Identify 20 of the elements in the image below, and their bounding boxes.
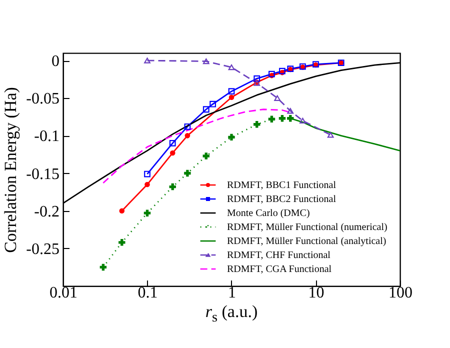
legend-label: RDMFT, Müller Functional (analytical) (227, 236, 386, 247)
y-axis-title: Correlation Energy (Ha) (1, 87, 20, 253)
legend-label: Monte Carlo (DMC) (227, 208, 310, 219)
legend-label: RDMFT, CGA Functional (227, 264, 332, 275)
x-tick-label: 1 (228, 284, 236, 302)
x-axis-title: r$_{s}$ (a.u.) (204, 302, 259, 326)
x-tick-label: 100 (388, 284, 412, 302)
y-tick-label: -0.1 (34, 128, 60, 146)
y-tick-label: 0 (52, 53, 60, 70)
y-tick-label: -0.2 (34, 203, 60, 220)
legend-label: RDMFT, BBC1 Functional (227, 180, 336, 191)
x-tick-label: 0.1 (138, 284, 158, 302)
legend-label: RDMFT, Müller Functional (numerical) (227, 222, 388, 233)
y-tick-label: -0.25 (26, 240, 60, 258)
y-tick-label: -0.15 (26, 166, 60, 183)
legend-label: RDMFT, CHF Functional (227, 250, 331, 261)
x-tick-label: 10 (308, 284, 324, 302)
legend-label: RDMFT, BBC2 Functional (227, 194, 336, 205)
y-tick-label: -0.05 (26, 90, 60, 108)
x-tick-label: 0.01 (50, 284, 78, 302)
